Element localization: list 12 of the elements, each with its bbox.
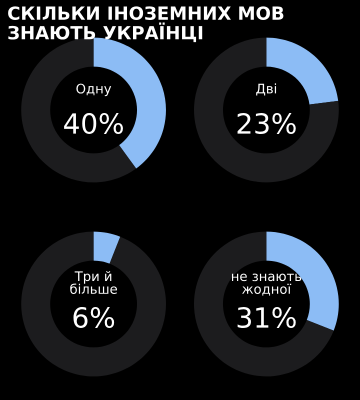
donut-slice xyxy=(21,232,166,376)
slice-label: не знають жодної xyxy=(232,274,302,296)
data-label: 31% xyxy=(238,306,296,328)
data-label: 6% xyxy=(74,306,114,328)
data-label: 23% xyxy=(238,112,296,134)
donut-slice xyxy=(94,232,120,264)
donut-slice xyxy=(194,232,334,376)
chart-title: СКІЛЬКИ ІНОЗЕМНИХ МОВ ЗНАЮТЬ УКРАЇНЦІ xyxy=(8,6,284,42)
slice-label: Одну xyxy=(76,84,112,96)
slice-label: Дві xyxy=(256,83,276,96)
data-label: 40% xyxy=(64,112,123,134)
slice-label: Три й більше xyxy=(70,271,117,294)
